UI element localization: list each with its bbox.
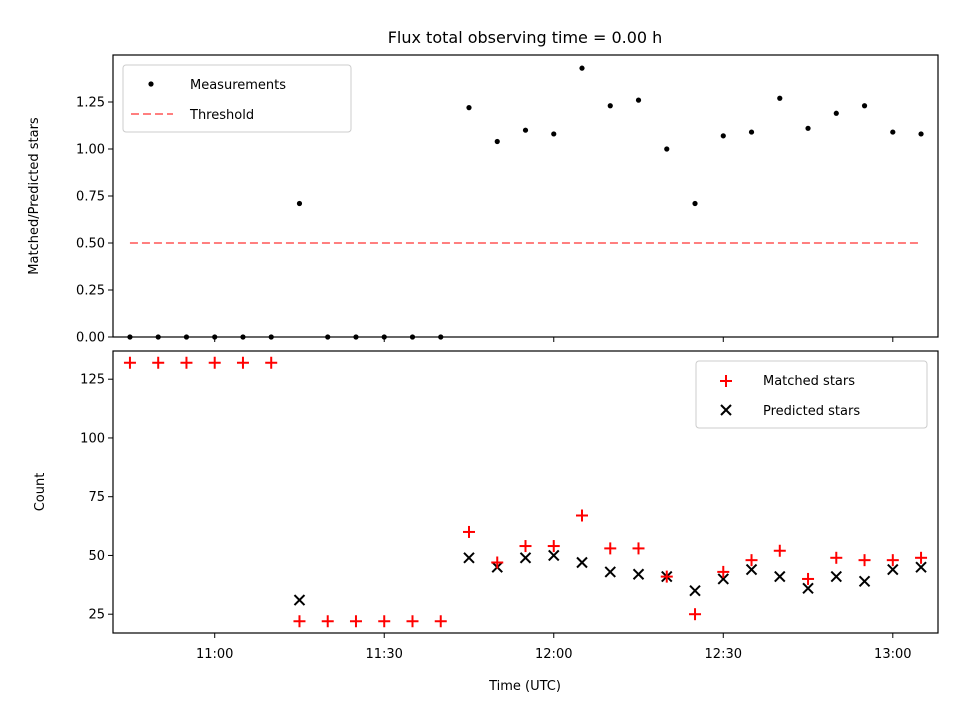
predicted-stars-point <box>604 566 616 578</box>
matched-stars-point <box>406 615 419 628</box>
measurement-point <box>833 110 839 116</box>
measurement-point <box>861 103 868 109</box>
measurement-point <box>494 138 500 145</box>
predicted-stars-point <box>887 563 899 576</box>
count-plot-frame <box>112 350 939 634</box>
ratio-y-tick-label: 0.25 <box>76 284 105 299</box>
measurement-point <box>720 133 726 139</box>
count-y-tick-label: 25 <box>88 608 105 623</box>
ratio-y-tick-label: 0.75 <box>76 190 105 205</box>
measurement-point <box>551 131 557 137</box>
matched-stars-point <box>462 525 475 538</box>
matched-stars-point <box>660 570 673 583</box>
matched-stars-point <box>802 572 815 585</box>
matched-stars-point <box>349 615 362 628</box>
predicted-stars-point <box>802 582 814 595</box>
predicted-stars-point <box>519 552 532 564</box>
matched-stars-point <box>321 615 334 628</box>
measurement-point <box>918 131 924 137</box>
measurement-point <box>466 105 472 111</box>
x-tick-label: 13:00 <box>874 647 911 662</box>
chart-title: Flux total observing time = 0.00 h <box>388 28 663 47</box>
measurement-point <box>579 65 585 71</box>
legend-threshold-label: Threshold <box>189 108 254 123</box>
matched-stars-point <box>830 551 843 564</box>
count-y-tick-label: 50 <box>88 549 105 564</box>
measurement-point <box>692 200 698 207</box>
predicted-stars-point <box>774 570 786 583</box>
x-tick-label: 12:30 <box>705 647 742 662</box>
ratio-legend-box <box>122 64 352 133</box>
matched-stars-point <box>123 356 136 369</box>
ratio-panel: 0.00 0.25 0.50 0.75 1.00 1.25 Matched/Predict… <box>27 54 939 346</box>
measurement-point <box>296 200 303 207</box>
legend-matched-label: Matched stars <box>763 374 855 389</box>
measurement-point <box>522 127 529 133</box>
predicted-stars-point <box>632 568 645 580</box>
legend-measurements-marker <box>148 81 154 87</box>
matched-stars-point <box>858 554 871 567</box>
count-y-tick-label: 75 <box>88 490 105 505</box>
predicted-stars-point <box>548 549 560 562</box>
legend-matched-marker <box>720 375 732 387</box>
matched-stars-point <box>265 356 278 369</box>
predicted-stars-point <box>830 570 842 583</box>
ratio-y-tick-label: 0.50 <box>76 237 105 252</box>
measurement-point <box>635 97 642 103</box>
x-tick-label: 12:00 <box>535 647 572 662</box>
ratio-y-axis-label: Matched/Predicted stars <box>27 117 42 275</box>
matched-stars-point <box>632 542 645 555</box>
predicted-stars-point <box>463 552 475 564</box>
ratio-y-tick-label: 1.25 <box>76 96 105 111</box>
legend-predicted-marker <box>720 404 732 416</box>
matched-stars-point <box>915 551 928 564</box>
matched-stars-point <box>378 615 391 628</box>
matched-stars-point <box>293 615 306 628</box>
count-panel: 25 50 75 100 125 11:00 11:30 12:00 12:30 13:00 C… <box>33 350 939 694</box>
measurement-point <box>748 129 755 135</box>
matched-stars-point <box>236 356 249 369</box>
predicted-stars-point <box>717 573 729 585</box>
predicted-stars-point <box>293 594 306 606</box>
matched-stars-point <box>208 356 221 369</box>
predicted-stars-point <box>915 561 927 573</box>
predicted-stars-point <box>689 584 701 597</box>
matched-stars-point <box>180 356 193 369</box>
ratio-legend: Measurements Threshold <box>122 64 352 133</box>
matched-stars-point <box>434 615 447 628</box>
measurement-point <box>805 125 811 131</box>
measurement-point <box>664 146 670 152</box>
x-tick-label: 11:30 <box>365 647 402 662</box>
matched-stars-point <box>886 554 899 567</box>
matched-stars-point <box>491 556 504 569</box>
count-y-tick-label: 100 <box>80 431 105 446</box>
matched-stars-point <box>717 565 730 578</box>
matched-stars-point <box>773 544 786 557</box>
measurement-point <box>607 103 613 109</box>
matched-stars-point <box>519 540 532 553</box>
count-legend-box <box>695 360 928 429</box>
predicted-stars-point <box>745 563 758 576</box>
measurement-point <box>890 129 896 135</box>
matched-stars-point <box>745 554 758 567</box>
matched-stars-point <box>547 540 560 553</box>
count-y-axis-label: Count <box>33 473 48 512</box>
legend-measurements-label: Measurements <box>190 78 286 93</box>
matched-stars-point <box>689 608 702 621</box>
ratio-y-tick-label: 0.00 <box>76 331 105 346</box>
count-legend: Matched stars Predicted stars <box>695 360 928 429</box>
predicted-stars-point <box>858 575 871 588</box>
measurement-point <box>777 95 783 101</box>
matched-stars-point <box>604 542 617 555</box>
legend-predicted-label: Predicted stars <box>763 404 860 419</box>
predicted-stars-point <box>576 556 588 569</box>
matched-stars-point <box>152 356 165 369</box>
x-tick-label: 11:00 <box>196 647 233 662</box>
matched-stars-point <box>576 509 589 522</box>
ratio-y-tick-label: 1.00 <box>76 143 105 158</box>
x-axis-label: Time (UTC) <box>488 679 561 694</box>
count-y-tick-label: 125 <box>80 373 105 388</box>
